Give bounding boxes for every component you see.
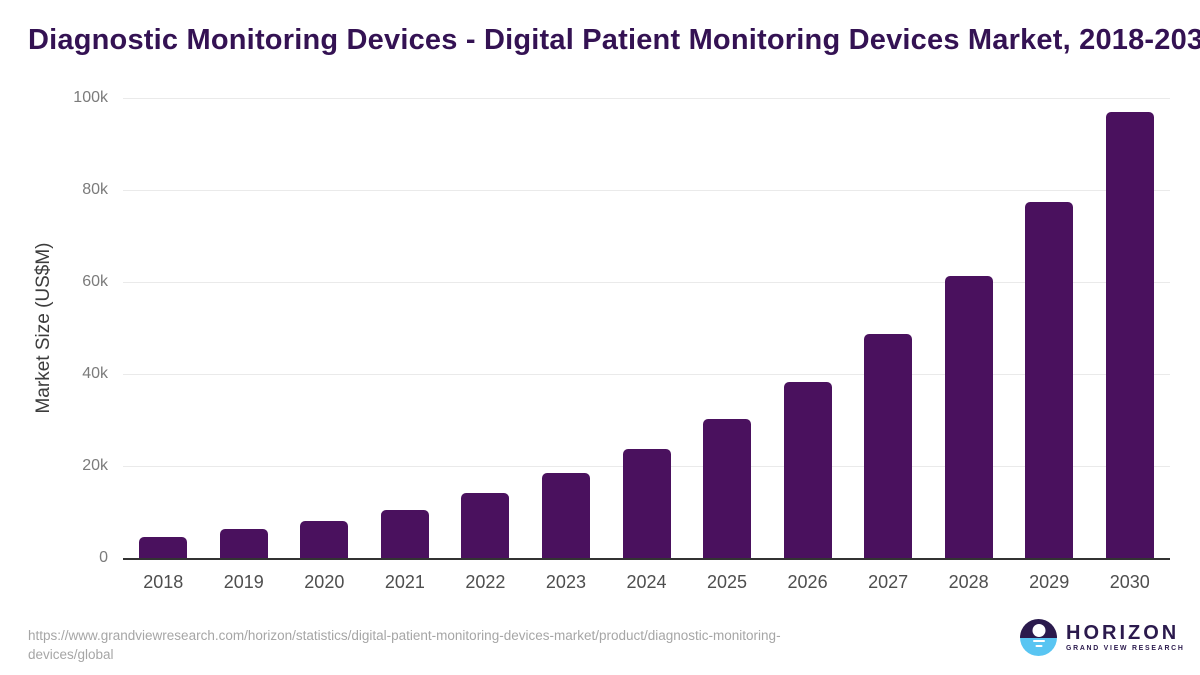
y-tick-labels: 0 20k 40k 60k 80k 100k [36,89,108,566]
bar-2027 [864,334,913,558]
bar-2020 [300,521,349,558]
horizon-logo: HORIZON GRAND VIEW RESEARCH [1020,619,1185,656]
y-tick-60k: 60k [82,273,108,290]
gridline-40k [123,374,1170,375]
y-tick-20k: 20k [82,457,108,474]
x-tick-labels: 2018 2019 2020 2021 2022 2023 2024 2025 2026 2027… [123,570,1170,596]
logo-text: HORIZON GRAND VIEW RESEARCH [1066,622,1185,653]
gridline-100k [123,98,1170,99]
y-tick-40k: 40k [82,365,108,382]
x-tick-2024: 2024 [626,572,667,592]
sun-icon [1032,624,1045,637]
sun-reflection-line-2 [1035,644,1042,647]
bar-2029 [1025,202,1074,558]
y-tick-0: 0 [99,549,108,566]
source-url-line-2: devices/global [28,647,114,662]
bar-2023 [541,472,590,558]
x-tick-2027: 2027 [868,572,909,592]
x-tick-2022: 2022 [465,572,506,592]
horizon-logo-icon [1020,619,1057,656]
source-url: https://www.grandviewresearch.com/horizo… [28,626,781,664]
x-tick-2029: 2029 [1029,572,1070,592]
bar-2019 [219,529,268,558]
logo-brand-name: HORIZON [1066,622,1180,644]
plot-area [123,98,1170,560]
logo-sub-name: GRAND VIEW RESEARCH [1066,645,1185,652]
x-tick-2030: 2030 [1109,572,1150,592]
bar-2024 [622,448,671,558]
source-url-line-1: https://www.grandviewresearch.com/horizo… [28,628,781,643]
gridline-60k [123,282,1170,283]
bar-2021 [380,509,429,558]
bar-2022 [461,493,510,558]
bar-2018 [139,537,188,558]
bar-2026 [783,381,832,558]
y-tick-100k: 100k [73,89,108,106]
x-tick-2023: 2023 [545,572,586,592]
x-tick-2028: 2028 [948,572,989,592]
x-tick-2018: 2018 [143,572,184,592]
bar-2028 [944,275,993,558]
y-tick-80k: 80k [82,181,108,198]
sun-reflection-line-1 [1032,639,1045,642]
x-tick-2020: 2020 [304,572,345,592]
chart-title: Diagnostic Monitoring Devices - Digital … [28,24,1200,56]
x-tick-2019: 2019 [223,572,264,592]
gridline-80k [123,190,1170,191]
logo-sea-half [1020,637,1057,656]
x-tick-2025: 2025 [707,572,748,592]
x-tick-2026: 2026 [787,572,828,592]
x-tick-2021: 2021 [384,572,425,592]
bar-2025 [703,419,752,558]
bar-2030 [1105,111,1154,558]
